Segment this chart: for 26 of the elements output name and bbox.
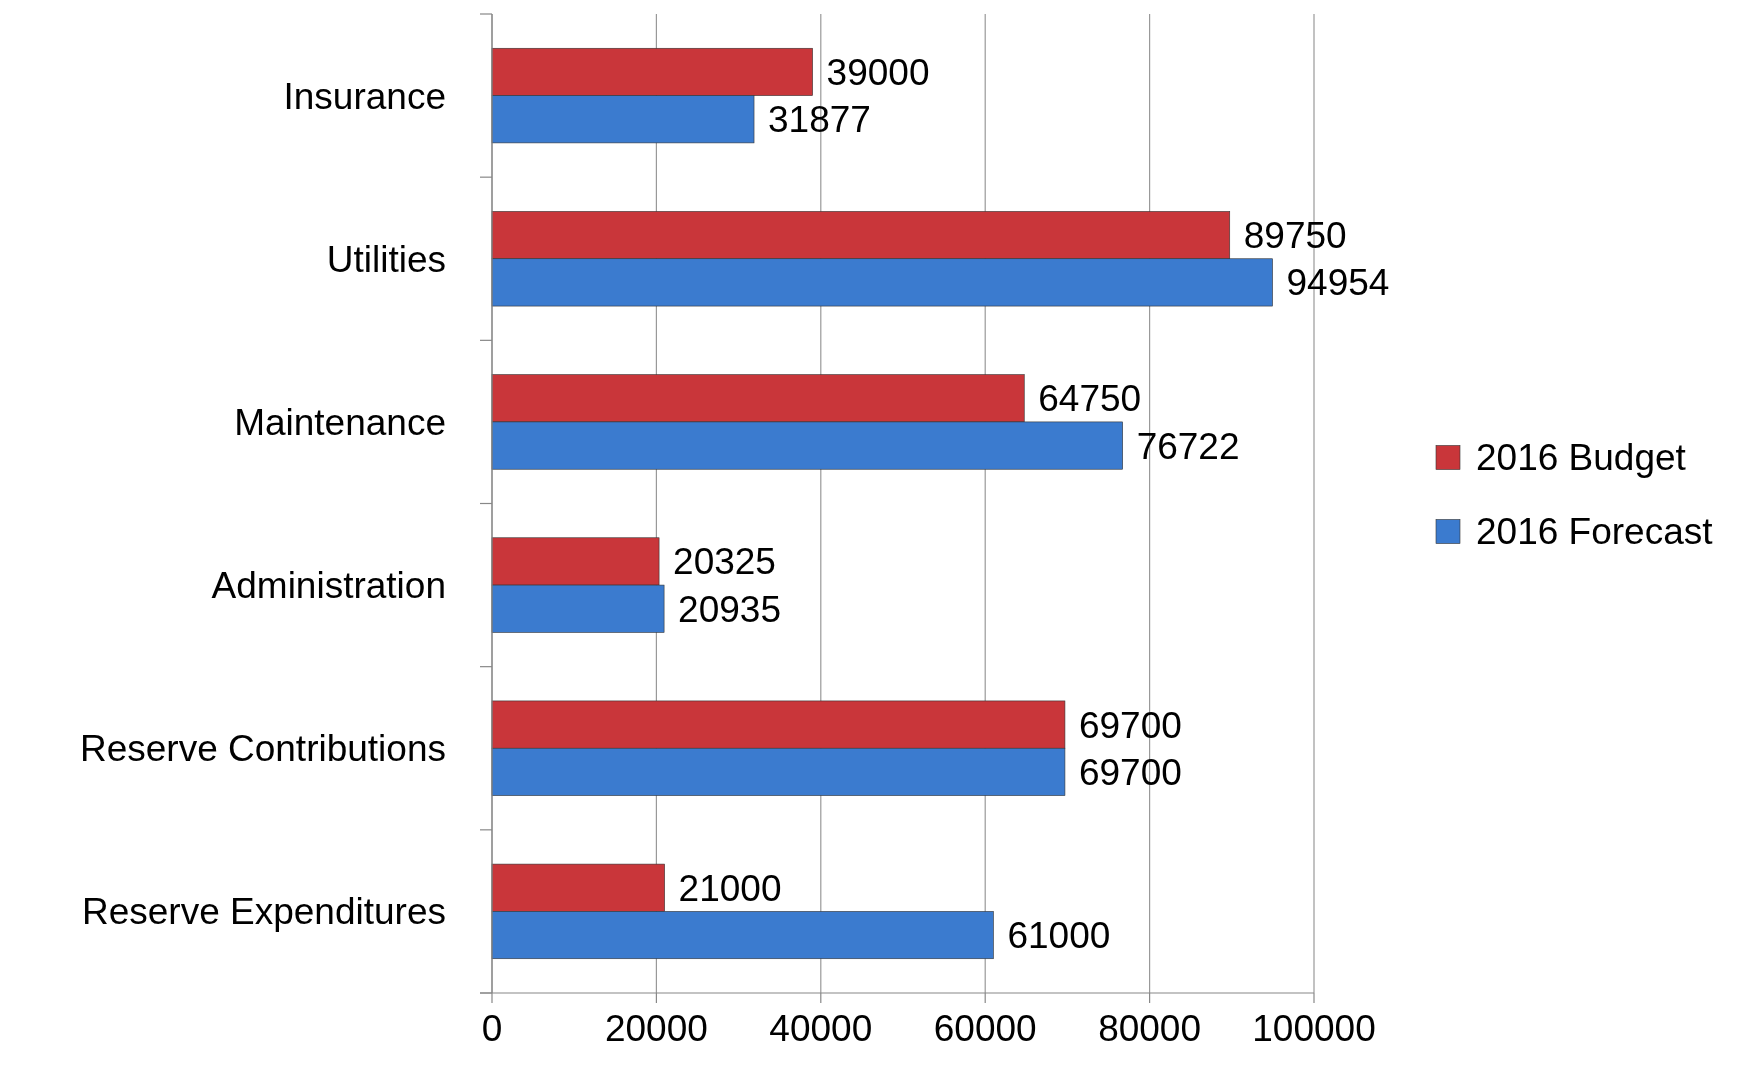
data-label: 20325 xyxy=(673,541,776,583)
x-tick-label: 0 xyxy=(481,1008,503,1049)
data-label: 69700 xyxy=(1078,751,1182,793)
y-tick-label: Insurance xyxy=(283,75,446,117)
data-label: 61000 xyxy=(1007,915,1111,957)
y-tick-label: Reserve Contributions xyxy=(79,728,446,770)
legend-label: 2016 Budget xyxy=(1476,437,1687,479)
legend-label: 2016 Forecast xyxy=(1476,511,1714,553)
data-label: 20935 xyxy=(678,588,781,630)
x-tick-label: 100000 xyxy=(1252,1008,1376,1049)
x-tick-label: 20000 xyxy=(604,1008,708,1049)
data-label: 64750 xyxy=(1038,378,1142,420)
y-tick-label: Reserve Expenditures xyxy=(81,891,446,933)
data-label: 21000 xyxy=(678,867,782,909)
data-label: 76722 xyxy=(1136,425,1240,467)
data-label: 39000 xyxy=(826,51,930,93)
y-tick-label: Administration xyxy=(211,565,446,607)
data-label: 69700 xyxy=(1078,704,1182,746)
data-label: 94954 xyxy=(1286,262,1390,304)
x-tick-label: 40000 xyxy=(769,1008,873,1049)
x-tick-label: 80000 xyxy=(1098,1008,1202,1049)
x-tick-label: 60000 xyxy=(933,1008,1037,1049)
y-tick-label: Utilities xyxy=(326,238,446,280)
data-label: 31877 xyxy=(768,99,871,141)
y-tick-label: Maintenance xyxy=(234,401,446,443)
data-label: 89750 xyxy=(1243,215,1347,257)
